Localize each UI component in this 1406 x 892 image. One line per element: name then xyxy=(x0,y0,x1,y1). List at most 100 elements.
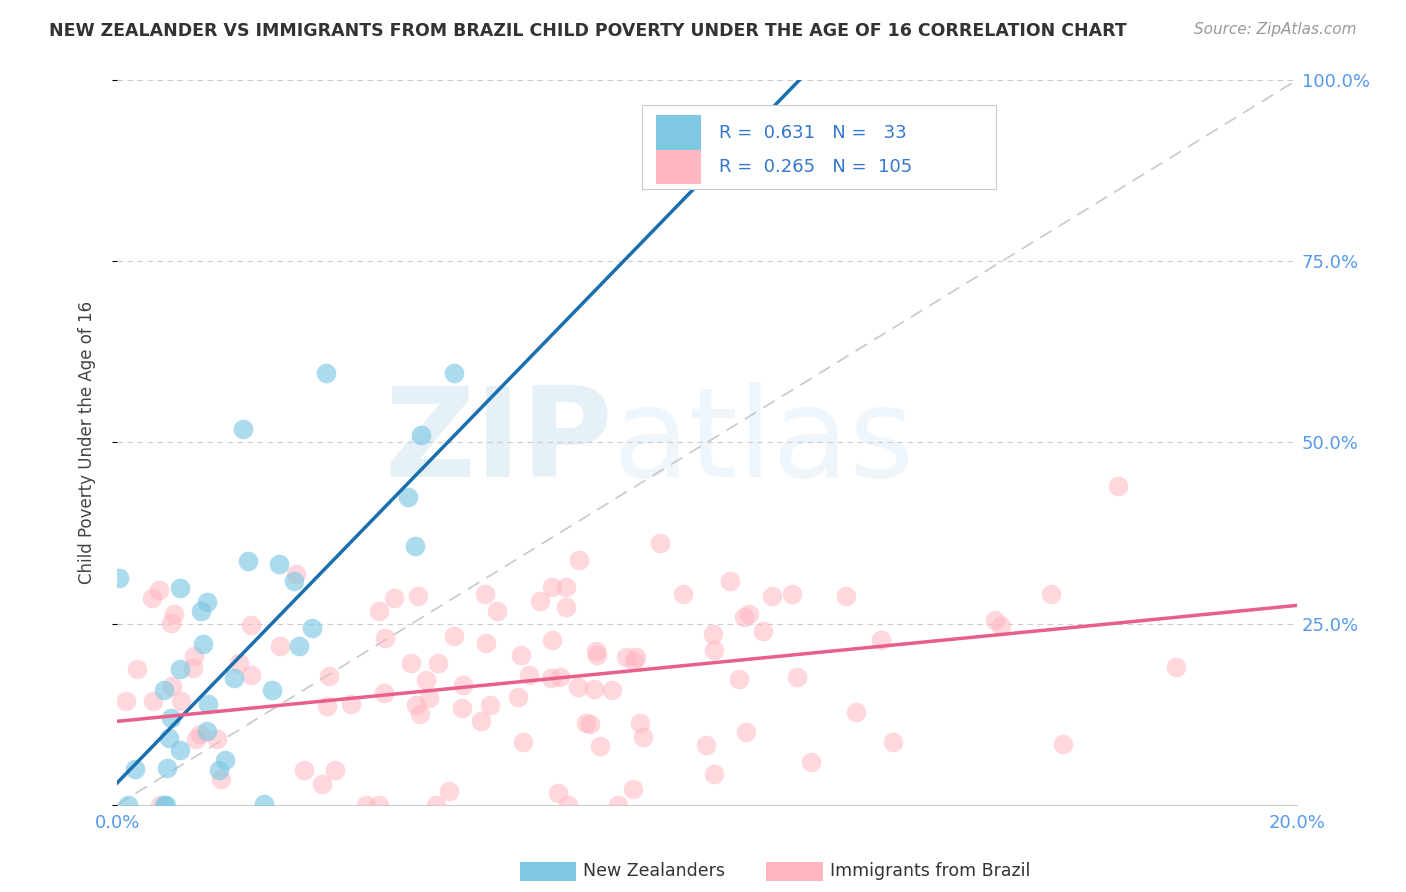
Point xyxy=(124,762,146,776)
Point xyxy=(240,618,263,632)
Point xyxy=(512,735,534,749)
Point xyxy=(323,763,346,777)
Point xyxy=(406,589,429,603)
Point xyxy=(703,642,725,657)
Point xyxy=(425,797,447,812)
Point xyxy=(107,571,129,585)
Point xyxy=(169,581,191,595)
Point xyxy=(517,667,540,681)
Point xyxy=(548,670,571,684)
Point xyxy=(990,619,1012,633)
Point xyxy=(253,797,276,812)
Point xyxy=(240,667,263,681)
Point xyxy=(557,797,579,812)
Point xyxy=(695,739,717,753)
Point xyxy=(600,683,623,698)
Point xyxy=(197,698,219,712)
Point xyxy=(547,786,569,800)
Point xyxy=(631,730,654,744)
Point xyxy=(318,669,340,683)
Point xyxy=(738,607,761,622)
Point xyxy=(1052,737,1074,751)
Point xyxy=(228,656,250,670)
Point xyxy=(509,648,531,662)
Point xyxy=(169,662,191,676)
Point xyxy=(870,632,893,647)
Point xyxy=(367,797,389,812)
Text: atlas: atlas xyxy=(613,382,915,503)
Point xyxy=(782,587,804,601)
Point xyxy=(529,593,551,607)
Point xyxy=(443,366,465,380)
Point xyxy=(311,777,333,791)
Point xyxy=(443,629,465,643)
Point xyxy=(418,690,440,705)
Point xyxy=(160,616,183,631)
Point xyxy=(191,637,214,651)
Point xyxy=(541,580,564,594)
Point xyxy=(209,772,232,786)
Point xyxy=(761,589,783,603)
Text: ZIP: ZIP xyxy=(384,382,613,503)
Point xyxy=(586,648,609,662)
Point xyxy=(733,610,755,624)
Point xyxy=(368,604,391,618)
Point xyxy=(405,698,427,712)
Point xyxy=(554,599,576,614)
Point xyxy=(582,681,605,696)
Point xyxy=(232,422,254,436)
Point xyxy=(882,734,904,748)
Point xyxy=(703,767,725,781)
Point xyxy=(540,671,562,685)
Text: Immigrants from Brazil: Immigrants from Brazil xyxy=(830,863,1031,880)
Point xyxy=(786,670,808,684)
Point xyxy=(288,640,311,654)
Point xyxy=(470,714,492,728)
Point xyxy=(1164,659,1187,673)
Point xyxy=(205,731,228,746)
Point xyxy=(411,428,433,442)
Point xyxy=(1040,587,1063,601)
Point xyxy=(197,723,219,738)
Point xyxy=(153,683,176,698)
Point xyxy=(984,613,1007,627)
Point xyxy=(555,580,578,594)
Point xyxy=(628,716,651,731)
Point xyxy=(506,690,529,705)
Point xyxy=(451,678,474,692)
Point xyxy=(834,589,856,603)
Point xyxy=(702,626,724,640)
Point xyxy=(727,672,749,686)
Point xyxy=(156,761,179,775)
Point xyxy=(426,656,449,670)
Point xyxy=(415,673,437,687)
Point xyxy=(163,607,186,621)
Point xyxy=(269,640,291,654)
Point xyxy=(718,574,741,589)
Point xyxy=(621,782,644,797)
Point xyxy=(478,698,501,713)
Y-axis label: Child Poverty Under the Age of 16: Child Poverty Under the Age of 16 xyxy=(79,301,96,584)
Point xyxy=(117,797,139,812)
Point xyxy=(169,694,191,708)
Point xyxy=(800,755,823,769)
Point xyxy=(451,701,474,715)
Point xyxy=(735,725,758,739)
Point xyxy=(184,731,207,746)
Point xyxy=(157,731,180,746)
Point xyxy=(399,656,422,670)
Point xyxy=(292,763,315,777)
Point xyxy=(541,632,564,647)
Point xyxy=(160,711,183,725)
Point xyxy=(183,648,205,663)
Point xyxy=(474,587,496,601)
Point xyxy=(589,739,612,753)
Point xyxy=(315,366,337,380)
Point xyxy=(222,671,245,685)
Point xyxy=(437,784,460,798)
Point xyxy=(568,553,591,567)
Point xyxy=(188,727,211,741)
Point xyxy=(567,681,589,695)
Point xyxy=(153,797,176,812)
FancyBboxPatch shape xyxy=(657,150,702,185)
